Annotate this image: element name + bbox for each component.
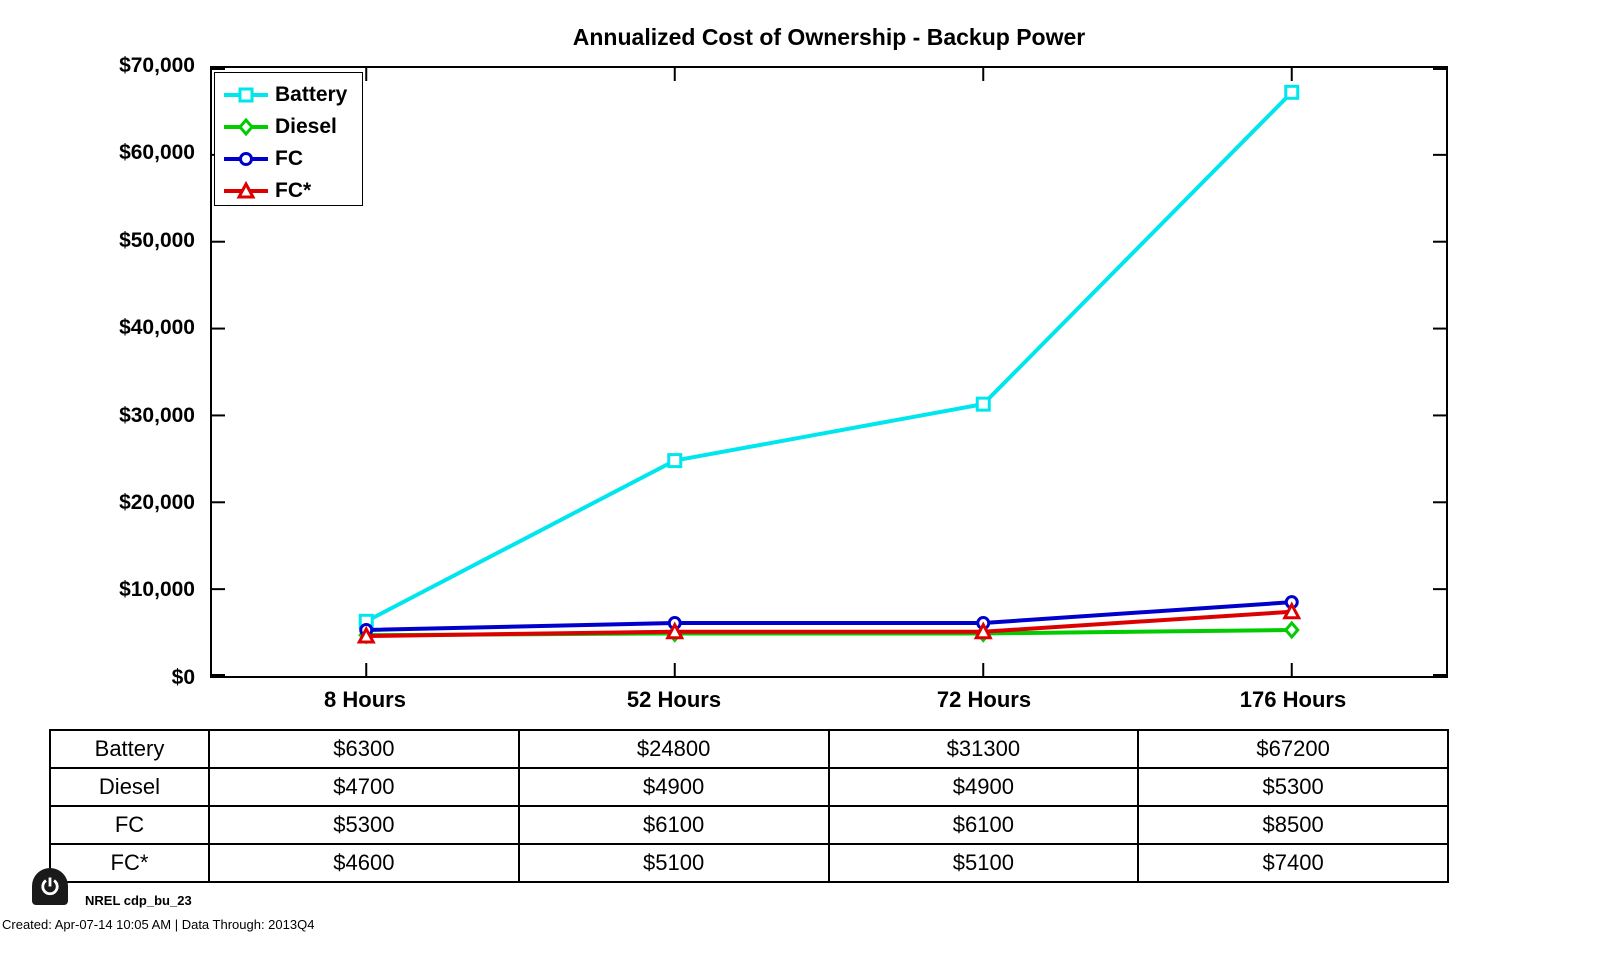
row-label-fc: FC <box>49 805 210 845</box>
data-point-diesel-3 <box>1283 620 1300 640</box>
fc-star-line-sample-icon <box>224 180 268 199</box>
plot-canvas <box>212 68 1446 676</box>
data-point-battery-3 <box>1284 84 1300 100</box>
power-pin-badge <box>32 868 68 905</box>
battery-8h-value: $6300 <box>208 729 520 769</box>
row-label-diesel: Diesel <box>49 767 210 807</box>
diesel-176h-value: $5300 <box>1137 767 1449 807</box>
fc-star-8h-value: $4600 <box>208 843 520 883</box>
power-icon <box>41 877 59 895</box>
data-point-fc-star-1 <box>665 621 685 640</box>
series-line-battery <box>364 90 1294 624</box>
ytick-label-50000: $50,000 <box>119 229 195 252</box>
data-table: Battery $6300 $24800 $31300 $67200 Diese… <box>49 729 1449 883</box>
ytick-label-20000: $20,000 <box>119 491 195 514</box>
fc-176h-value: $8500 <box>1137 805 1449 845</box>
table-row-diesel: Diesel $4700 $4900 $4900 $5300 <box>49 767 1449 807</box>
battery-52h-value: $24800 <box>517 729 830 769</box>
table-row-battery: Battery $6300 $24800 $31300 $67200 <box>49 729 1449 769</box>
xtick-label-8h: 8 Hours <box>324 687 406 712</box>
legend-marker-square <box>238 87 254 103</box>
fc-star-72h-value: $5100 <box>827 843 1140 883</box>
row-label-battery: Battery <box>49 729 210 769</box>
diesel-52h-value: $4900 <box>517 767 830 807</box>
ytick-label-0: $0 <box>171 666 195 689</box>
ytick-label-30000: $30,000 <box>119 404 195 427</box>
fc-52h-value: $6100 <box>517 805 830 845</box>
data-point-fc-star-3 <box>1282 601 1302 620</box>
source-label: NREL cdp_bu_23 <box>85 893 192 908</box>
legend-item-fc-star: FC* <box>222 175 362 207</box>
fc-star-176h-value: $7400 <box>1137 843 1449 883</box>
data-point-battery-1 <box>667 453 683 469</box>
ytick-label-40000: $40,000 <box>119 316 195 339</box>
xtick-label-176h: 176 Hours <box>1239 687 1347 712</box>
table-row-fc-star: FC* $4600 $5100 $5100 $7400 <box>49 843 1449 883</box>
legend-label-fc-star: FC* <box>275 179 312 202</box>
data-point-fc-star-2 <box>973 621 993 640</box>
legend-label-diesel: Diesel <box>275 115 337 138</box>
series-line-fc-star <box>364 609 1294 639</box>
ytick-label-60000: $60,000 <box>119 141 195 164</box>
legend-marker-diamond <box>238 117 254 137</box>
battery-line-sample-icon <box>224 87 268 103</box>
legend-label-battery: Battery <box>275 83 348 106</box>
created-timestamp: Created: Apr-07-14 10:05 AM | Data Throu… <box>2 917 315 932</box>
fc-line-sample-icon <box>224 152 268 166</box>
legend-item-battery: Battery <box>222 79 362 111</box>
fc-8h-value: $5300 <box>208 805 520 845</box>
diesel-72h-value: $4900 <box>827 767 1140 807</box>
ytick-label-70000: $70,000 <box>119 54 195 77</box>
data-point-fc-star-0 <box>356 625 376 644</box>
fc-star-52h-value: $5100 <box>517 843 830 883</box>
chart-title: Annualized Cost of Ownership - Backup Po… <box>572 24 1086 50</box>
series-line-fc <box>364 600 1294 632</box>
legend-marker-triangle <box>236 180 256 199</box>
legend-marker-circle <box>239 152 253 166</box>
battery-72h-value: $31300 <box>827 729 1140 769</box>
legend-item-diesel: Diesel <box>222 111 362 143</box>
data-point-battery-2 <box>975 396 991 412</box>
battery-176h-value: $67200 <box>1137 729 1449 769</box>
table-row-fc: FC $5300 $6100 $6100 $8500 <box>49 805 1449 845</box>
row-label-fc-star: FC* <box>49 843 210 883</box>
legend-label-fc: FC <box>275 147 303 170</box>
xtick-label-52h: 52 Hours <box>626 687 722 712</box>
fc-72h-value: $6100 <box>827 805 1140 845</box>
ytick-label-10000: $10,000 <box>119 578 195 601</box>
diesel-line-sample-icon <box>224 117 268 137</box>
legend: Battery Diesel FC FC* <box>214 72 363 206</box>
diesel-8h-value: $4700 <box>208 767 520 807</box>
legend-item-fc: FC <box>222 143 362 175</box>
plot-area <box>210 66 1448 678</box>
xtick-label-72h: 72 Hours <box>936 687 1032 712</box>
